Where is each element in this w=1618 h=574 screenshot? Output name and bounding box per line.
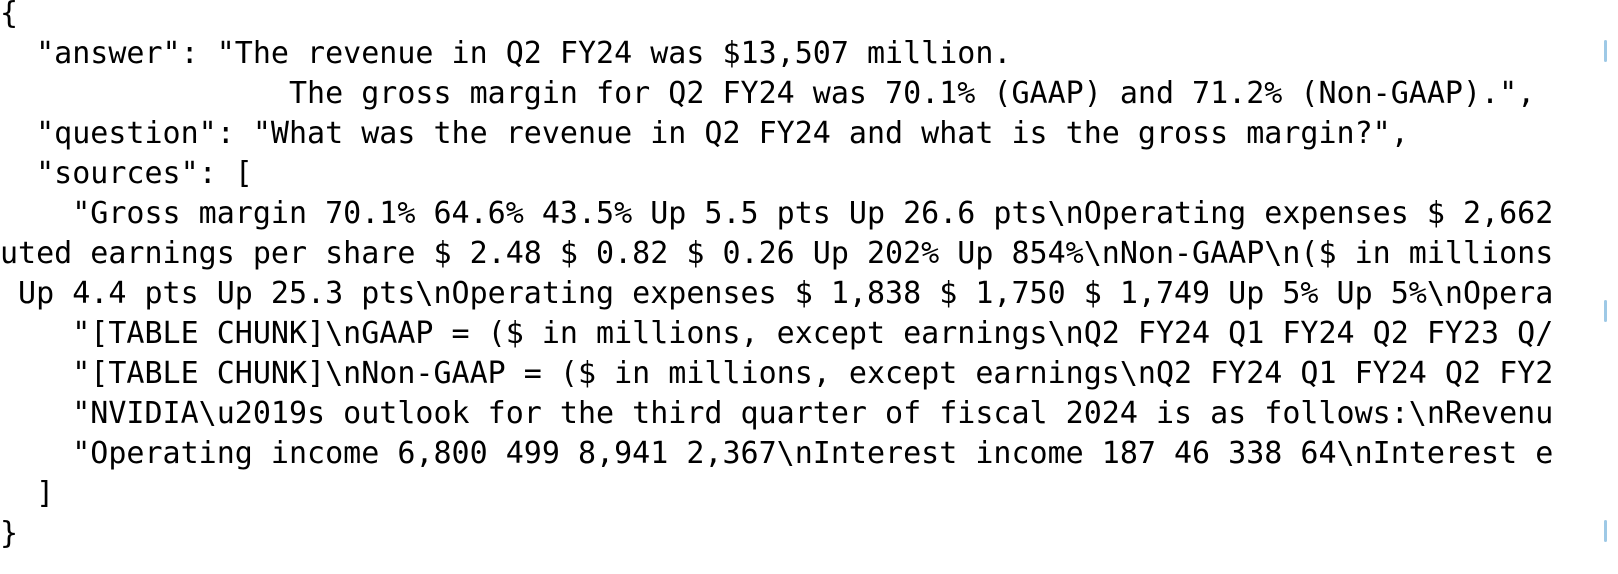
json-line-sources-close: ] — [0, 476, 55, 511]
json-line-source-1-wrap-1: uted earnings per share $ 2.48 $ 0.82 $ … — [0, 236, 1554, 271]
right-edge-gutter — [1600, 0, 1618, 574]
edge-marker — [1604, 300, 1607, 322]
json-line-question: "question": "What was the revenue in Q2 … — [0, 116, 1409, 151]
json-line-answer: "answer": "The revenue in Q2 FY24 was $1… — [0, 36, 1012, 71]
json-line-source-1-wrap-2: Up 4.4 pts Up 25.3 pts\nOperating expens… — [0, 276, 1554, 311]
json-line-source-2: "[TABLE CHUNK]\nGAAP = ($ in millions, e… — [0, 316, 1554, 351]
json-line-sources-open: "sources": [ — [0, 156, 253, 191]
json-line-open-brace: { — [0, 0, 19, 31]
json-line-source-5: "Operating income 6,800 499 8,941 2,367\… — [0, 436, 1554, 471]
edge-marker — [1604, 520, 1607, 542]
json-line-answer-continued: The gross margin for Q2 FY24 was 70.1% (… — [0, 76, 1536, 111]
json-line-close-brace: } — [0, 516, 19, 551]
json-line-source-1: "Gross margin 70.1% 64.6% 43.5% Up 5.5 p… — [0, 196, 1554, 231]
json-line-source-3: "[TABLE CHUNK]\nNon-GAAP = ($ in million… — [0, 356, 1554, 391]
edge-marker — [1604, 40, 1607, 62]
json-line-source-4: "NVIDIA\u2019s outlook for the third qua… — [0, 396, 1554, 431]
